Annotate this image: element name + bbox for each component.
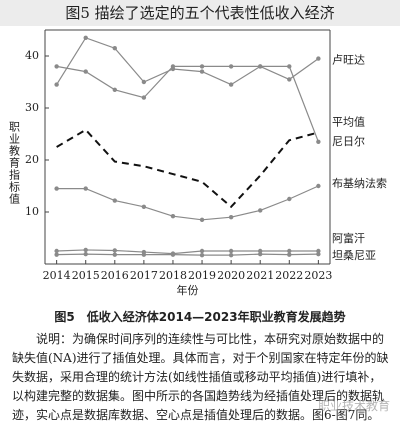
- data-point: [54, 82, 59, 87]
- y-tick-label: 30: [25, 101, 39, 114]
- data-point: [141, 252, 147, 257]
- data-point: [112, 248, 117, 253]
- series-line: [56, 253, 319, 256]
- series-label: 坦桑尼亚: [332, 248, 376, 262]
- x-tick-label: 2018: [159, 269, 187, 282]
- data-point: [258, 251, 263, 257]
- data-point: [199, 64, 205, 69]
- data-point: [112, 198, 117, 203]
- data-point: [112, 46, 117, 51]
- y-tick-label: 20: [25, 153, 39, 166]
- data-point: [316, 139, 321, 144]
- data-point: [228, 82, 234, 87]
- series-label: 平均值: [332, 115, 365, 128]
- data-point: [83, 69, 88, 74]
- data-point: [287, 77, 292, 82]
- data-point: [199, 217, 205, 222]
- x-axis-label: 年份: [177, 283, 199, 297]
- data-point: [112, 252, 117, 257]
- data-point: [83, 251, 88, 257]
- header-title: 图5 描绘了选定的五个代表性低收入经济: [0, 0, 400, 26]
- data-point: [287, 252, 292, 257]
- x-tick-label: 2022: [275, 269, 303, 282]
- data-point: [258, 208, 263, 213]
- series-line: [56, 249, 319, 255]
- y-tick-label: 40: [25, 49, 39, 62]
- data-point: [112, 87, 117, 92]
- series-label: 卢旺达: [332, 54, 365, 67]
- data-point: [228, 252, 234, 258]
- x-tick-label: 2019: [188, 269, 216, 282]
- data-point: [54, 64, 59, 69]
- x-tick-label: 2023: [304, 269, 332, 282]
- data-point: [199, 69, 205, 74]
- series-line: [56, 185, 319, 221]
- data-point: [170, 213, 176, 219]
- data-point: [228, 215, 234, 220]
- series-line: [56, 37, 319, 86]
- data-point: [141, 95, 147, 100]
- x-tick-label: 2020: [217, 269, 245, 282]
- data-point: [54, 252, 59, 257]
- data-point: [170, 64, 176, 69]
- series-line: [56, 65, 319, 143]
- data-point: [258, 248, 263, 254]
- series-label: 布基纳法索: [332, 176, 387, 190]
- y-tick-label: 10: [25, 205, 39, 218]
- x-tick-label: 2021: [246, 269, 274, 282]
- data-point: [83, 186, 88, 191]
- x-tick-label: 2014: [43, 269, 71, 282]
- data-point: [316, 183, 321, 189]
- data-point: [258, 64, 263, 69]
- series-label: 尼日尔: [332, 135, 365, 148]
- x-tick-label: 2015: [72, 269, 100, 282]
- data-point: [141, 79, 147, 85]
- data-point: [228, 248, 234, 254]
- series-label: 阿富汗: [332, 231, 365, 245]
- data-point: [170, 252, 176, 257]
- data-point: [141, 204, 147, 209]
- watermark: 职业技术教育: [317, 399, 390, 413]
- data-point: [199, 252, 205, 258]
- data-point: [228, 64, 234, 69]
- data-point: [287, 196, 292, 202]
- series-line: [56, 128, 319, 209]
- data-point: [316, 56, 321, 61]
- caption: 图5 低收入经济体2014—2023年职业教育发展趋势: [54, 310, 346, 324]
- note: 说明：为确保时间序列的连续性与可比性，本研究对原始数据中的缺失值(NA)进行了插…: [12, 332, 389, 422]
- data-point: [54, 248, 59, 254]
- data-point: [287, 248, 292, 254]
- y-axis-label: 职业教育指标值: [8, 121, 21, 205]
- data-point: [316, 248, 321, 254]
- x-tick-label: 2017: [130, 269, 158, 282]
- data-point: [199, 248, 205, 254]
- data-point: [83, 35, 88, 40]
- x-tick-label: 2016: [101, 269, 129, 282]
- chart: 10 20 30 40 2014 2015 2016 2017 2018 2019 2020 2021…: [8, 29, 387, 297]
- data-point: [316, 251, 321, 257]
- data-point: [54, 186, 59, 191]
- data-point: [83, 247, 88, 253]
- data-point: [287, 64, 292, 69]
